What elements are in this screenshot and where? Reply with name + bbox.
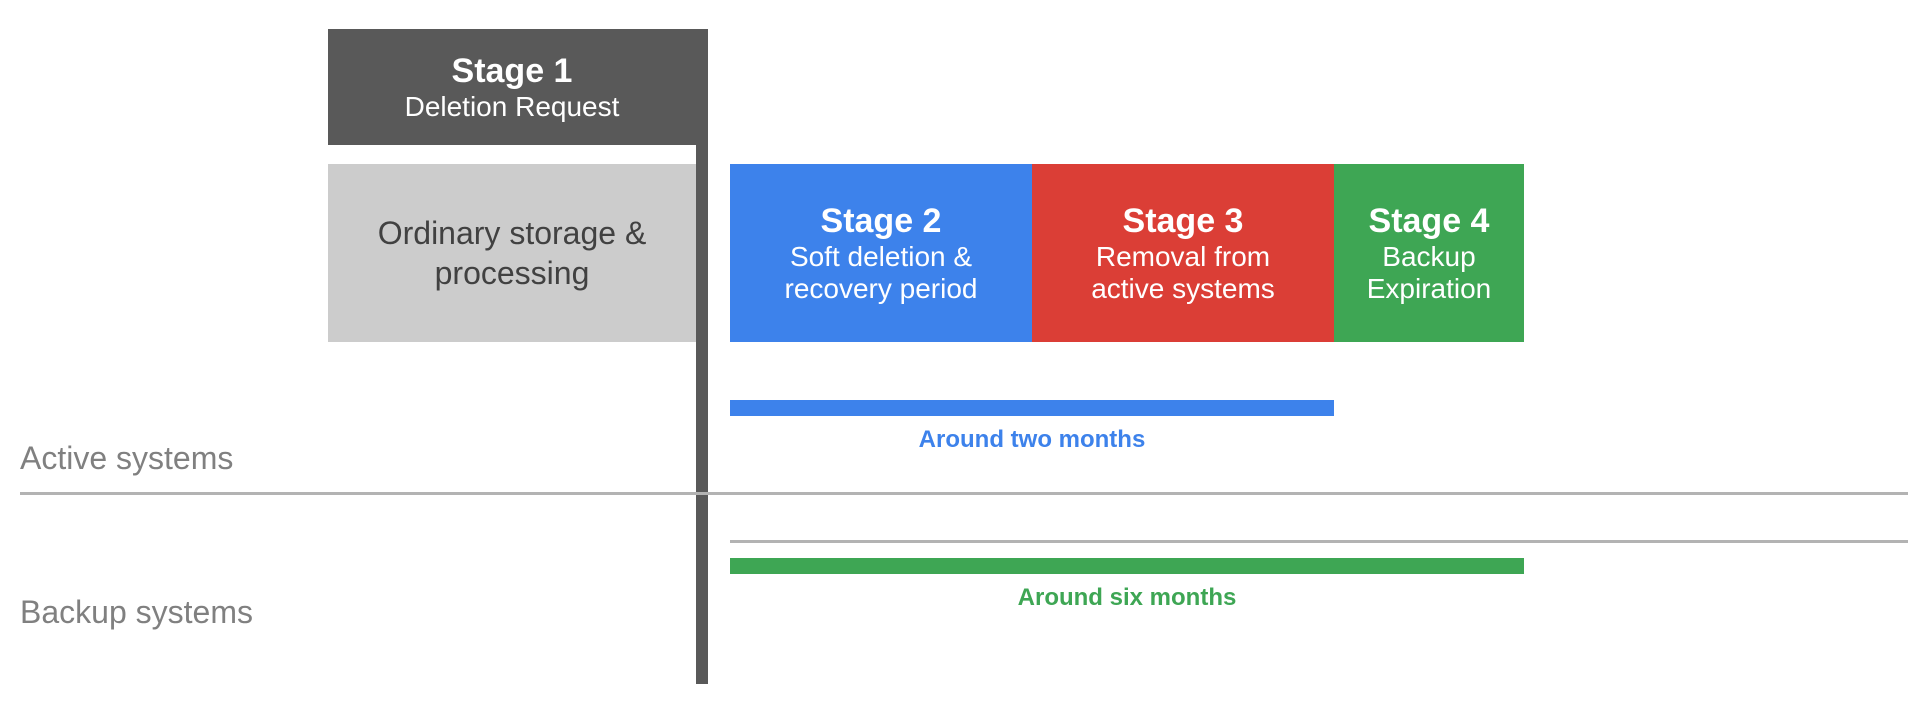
stage-1-sub: Deletion Request [405, 91, 620, 123]
active-systems-label: Active systems [20, 440, 233, 477]
ordinary-line2: processing [435, 253, 590, 293]
ordinary-line1: Ordinary storage & [378, 213, 647, 253]
stage-4-title: Stage 4 [1369, 202, 1490, 241]
two-month-bar [730, 400, 1334, 416]
stage-1-title: Stage 1 [452, 52, 573, 91]
vertical-divider [696, 29, 708, 684]
stage-1-box: Stage 1 Deletion Request [328, 29, 696, 145]
stage-3-sub1: Removal from [1096, 241, 1270, 273]
stage-2-title: Stage 2 [821, 202, 942, 241]
stage-2-box: Stage 2 Soft deletion & recovery period [730, 164, 1032, 342]
rule-full [20, 492, 1908, 495]
stage-3-sub2: active systems [1091, 273, 1275, 305]
stage-2-sub1: Soft deletion & [790, 241, 972, 273]
six-month-label: Around six months [730, 584, 1524, 612]
stage-4-sub2: Expiration [1367, 273, 1492, 305]
ordinary-storage-box: Ordinary storage & processing [328, 164, 696, 342]
six-month-bar [730, 558, 1524, 574]
stage-4-sub1: Backup [1382, 241, 1475, 273]
two-month-label: Around two months [730, 426, 1334, 454]
stage-4-box: Stage 4 Backup Expiration [1334, 164, 1524, 342]
backup-systems-label: Backup systems [20, 594, 253, 631]
stage-3-title: Stage 3 [1123, 202, 1244, 241]
rule-right [730, 540, 1908, 543]
stage-2-sub2: recovery period [785, 273, 978, 305]
stage-3-box: Stage 3 Removal from active systems [1032, 164, 1334, 342]
